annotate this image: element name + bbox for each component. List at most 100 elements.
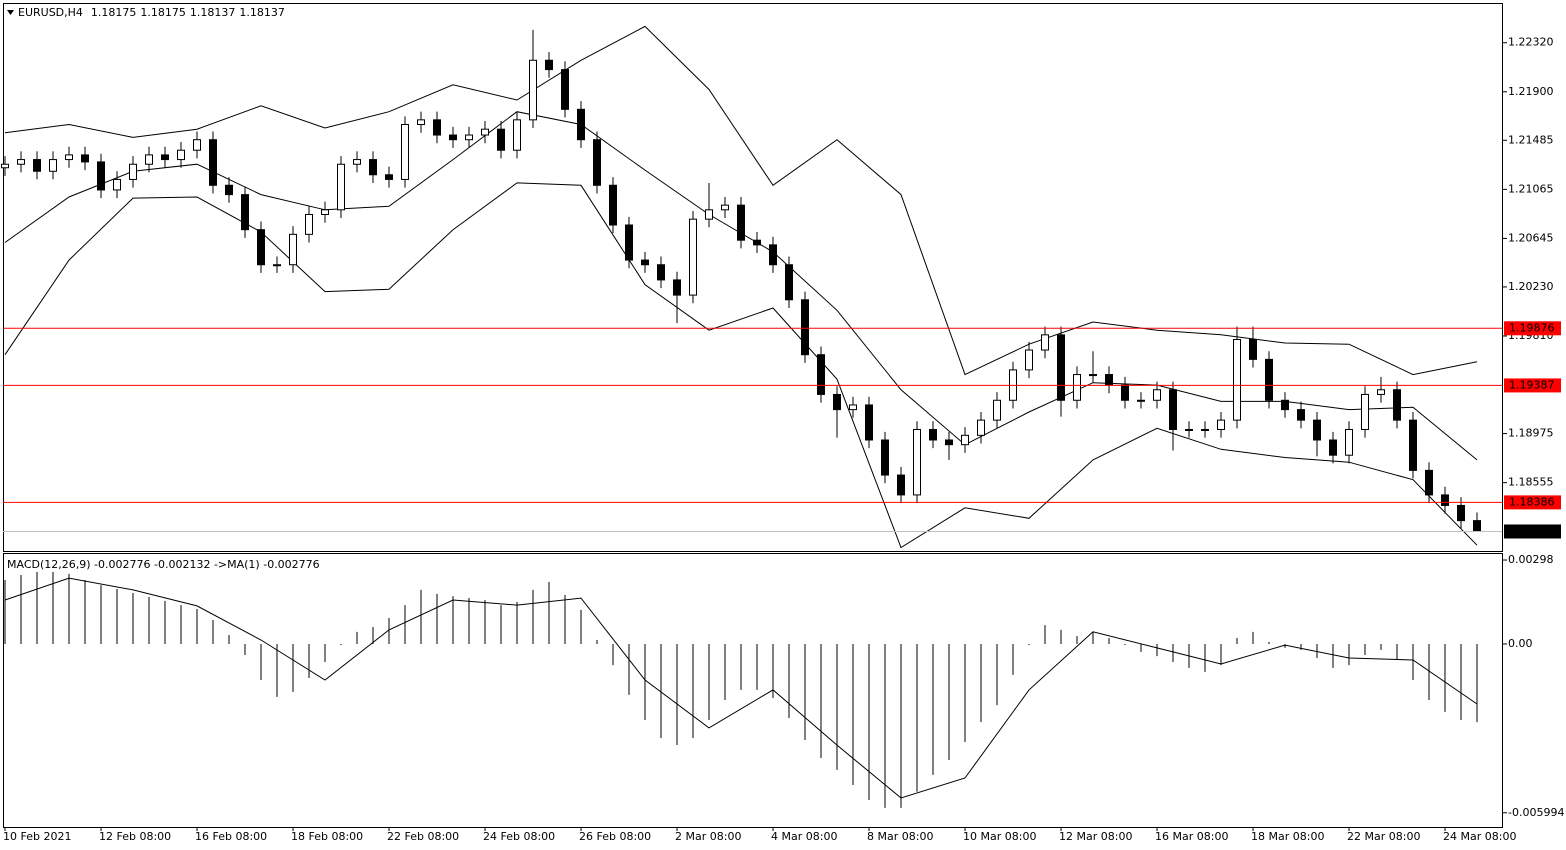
candle-body xyxy=(1457,504,1465,522)
candle-body xyxy=(465,134,473,141)
candle-body xyxy=(609,184,617,226)
price-pane-frame xyxy=(3,3,1503,552)
x-tick-label: 26 Feb 08:00 xyxy=(579,830,651,843)
candle-body xyxy=(657,264,665,281)
candle-body xyxy=(1153,389,1161,401)
bollinger-lower xyxy=(4,182,1478,549)
candle-body xyxy=(337,163,345,211)
candle-body xyxy=(625,224,633,261)
candle-body xyxy=(1041,334,1049,351)
candle-body xyxy=(17,159,25,165)
candle-body xyxy=(785,264,793,301)
candle-body xyxy=(561,69,569,110)
symbol-menu-arrow[interactable] xyxy=(7,10,14,15)
symbol: EURUSD,H4 xyxy=(18,6,83,19)
x-tick-label: 4 Mar 08:00 xyxy=(771,830,837,843)
candle-body xyxy=(305,213,313,235)
y-tick-label: 1.18555 xyxy=(1508,476,1554,489)
macd-title: MACD(12,26,9) -0.002776 -0.002132 ->MA(1… xyxy=(7,558,320,571)
candle-body xyxy=(913,428,921,496)
candle-body xyxy=(161,154,169,161)
candle-body xyxy=(801,299,809,356)
candle-body xyxy=(1073,374,1081,401)
candle-body xyxy=(1,163,9,169)
candle-body xyxy=(1329,439,1337,456)
candle-body xyxy=(1361,393,1369,430)
candle-body xyxy=(1313,419,1321,441)
candle-body xyxy=(1105,374,1113,386)
candle-body xyxy=(273,264,281,267)
candle-body xyxy=(241,194,249,231)
candle-body xyxy=(129,163,137,180)
level-label-bg xyxy=(1504,378,1561,393)
candle-body xyxy=(513,119,521,151)
candle-body xyxy=(1473,520,1481,532)
candle-body xyxy=(721,204,729,211)
current-price-label-bg xyxy=(1504,524,1561,539)
candle-body xyxy=(1233,339,1241,421)
candle-body xyxy=(481,128,489,136)
x-tick-label: 24 Mar 08:00 xyxy=(1443,830,1516,843)
chart-title: EURUSD,H4 1.18175 1.18175 1.18137 1.18137 xyxy=(18,6,285,19)
candle-body xyxy=(881,439,889,476)
candle-body xyxy=(369,159,377,176)
candle-body xyxy=(833,393,841,411)
current-price-label: 1.18137 xyxy=(1509,524,1555,537)
high-value: 1.18175 xyxy=(140,6,186,19)
x-tick-label: 8 Mar 08:00 xyxy=(867,830,933,843)
candle-body xyxy=(177,149,185,161)
candle-body xyxy=(81,154,89,163)
x-tick-label: 2 Mar 08:00 xyxy=(675,830,741,843)
candle-body xyxy=(961,434,969,446)
level-label: 1.18386 xyxy=(1509,495,1555,508)
level-label-bg xyxy=(1504,495,1561,510)
candle-body xyxy=(529,59,537,121)
candle-body xyxy=(257,229,265,266)
candle-body xyxy=(1393,389,1401,421)
candle-body xyxy=(993,399,1001,421)
candle-body xyxy=(401,124,409,180)
candle-body xyxy=(641,259,649,266)
candle-body xyxy=(321,209,329,215)
macd-pane-frame xyxy=(3,553,1503,828)
level-label: 1.19876 xyxy=(1509,321,1555,334)
candle-body xyxy=(929,428,937,441)
y-tick-label: -0.005994 xyxy=(1508,806,1564,819)
macd-signal-line xyxy=(4,577,1478,799)
candle-body xyxy=(49,159,57,172)
candle-body xyxy=(865,404,873,441)
y-tick-label: 1.20230 xyxy=(1508,280,1554,293)
x-tick-label: 10 Feb 2021 xyxy=(3,830,71,843)
candle-body xyxy=(1409,419,1417,471)
y-tick-label: 1.18975 xyxy=(1508,427,1554,440)
open-value: 1.18175 xyxy=(91,6,137,19)
level-label: 1.19387 xyxy=(1509,378,1555,391)
close-value: 1.18137 xyxy=(239,6,285,19)
candle-body xyxy=(577,108,585,141)
candle-body xyxy=(977,419,985,436)
candle-body xyxy=(225,184,233,196)
candle-body xyxy=(1089,374,1097,377)
y-tick-label: 1.21900 xyxy=(1508,85,1554,98)
candle-body xyxy=(145,154,153,165)
y-tick-label: 1.21485 xyxy=(1508,133,1554,146)
x-tick-label: 12 Mar 08:00 xyxy=(1059,830,1132,843)
candle-body xyxy=(497,128,505,151)
candle-body xyxy=(65,154,73,161)
candle-body xyxy=(817,354,825,395)
candle-body xyxy=(1345,428,1353,456)
candle-body xyxy=(1025,349,1033,371)
candle-body xyxy=(1249,339,1257,360)
y-tick-label: 1.20645 xyxy=(1508,231,1554,244)
x-tick-label: 12 Feb 08:00 xyxy=(99,830,171,843)
candle-body xyxy=(1441,494,1449,506)
x-tick-label: 16 Feb 08:00 xyxy=(195,830,267,843)
candle-body xyxy=(1265,358,1273,401)
candle-body xyxy=(1377,389,1385,395)
candle-body xyxy=(209,139,217,186)
candle-body xyxy=(673,279,681,296)
x-tick-label: 10 Mar 08:00 xyxy=(963,830,1036,843)
